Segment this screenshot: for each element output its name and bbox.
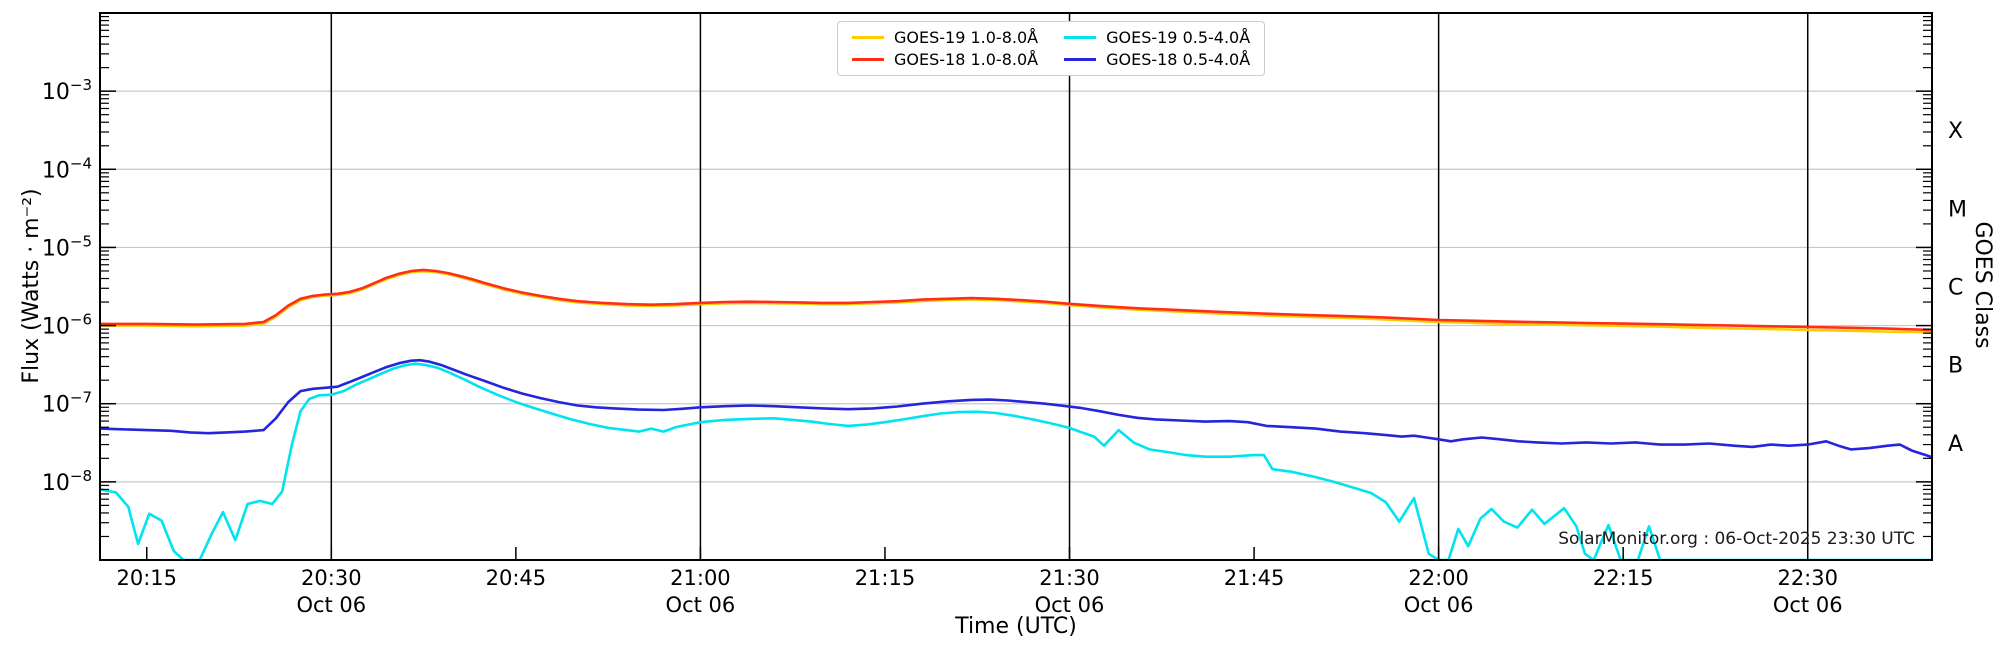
svg-text:21:15: 21:15 bbox=[855, 566, 916, 590]
y-axis-label-goes-class: GOES Class bbox=[1970, 221, 1995, 349]
legend-swatch-goes19-long bbox=[852, 36, 884, 39]
svg-text:Oct 06: Oct 06 bbox=[1773, 593, 1843, 617]
svg-text:B: B bbox=[1948, 354, 1963, 379]
axis-ticks bbox=[100, 12, 1932, 561]
svg-text:20:15: 20:15 bbox=[116, 566, 177, 590]
legend-swatch-goes18-long bbox=[852, 58, 884, 61]
svg-text:10−6: 10−6 bbox=[42, 311, 92, 340]
svg-text:21:45: 21:45 bbox=[1224, 566, 1285, 590]
svg-text:10−4: 10−4 bbox=[42, 154, 92, 183]
svg-text:21:00: 21:00 bbox=[670, 566, 731, 590]
solarmonitor-credit: SolarMonitor.org : 06-Oct-2025 23:30 UTC bbox=[1558, 529, 1915, 549]
legend-label: GOES-18 0.5-4.0Å bbox=[1106, 50, 1251, 69]
svg-text:A: A bbox=[1948, 432, 1963, 457]
svg-text:X: X bbox=[1948, 119, 1963, 144]
legend-label: GOES-19 1.0-8.0Å bbox=[894, 28, 1039, 47]
svg-text:21:30: 21:30 bbox=[1039, 566, 1100, 590]
x-axis-label-time: Time (UTC) bbox=[955, 614, 1077, 639]
y-axis-label-flux: Flux (Watts · m⁻²) bbox=[19, 188, 44, 384]
svg-text:M: M bbox=[1948, 197, 1967, 222]
legend-item-goes19-short: GOES-19 0.5-4.0Å bbox=[1064, 28, 1250, 47]
x-axis-tick-labels: 20:15 20:30 Oct 06 20:45 21:00 Oct 06 21:15 21:… bbox=[116, 566, 1842, 617]
legend-item-goes18-long: GOES-18 1.0-8.0Å bbox=[852, 50, 1038, 69]
svg-text:10−5: 10−5 bbox=[42, 232, 92, 261]
decade-gridlines bbox=[100, 90, 1932, 483]
legend: GOES-19 1.0-8.0Å GOES-18 1.0-8.0Å GOES-1… bbox=[837, 21, 1266, 76]
svg-text:22:00: 22:00 bbox=[1408, 566, 1469, 590]
svg-text:20:30: 20:30 bbox=[301, 566, 362, 590]
svg-text:Oct 06: Oct 06 bbox=[1035, 593, 1105, 617]
svg-text:C: C bbox=[1948, 276, 1963, 301]
y-axis-tick-labels: 10−3 10−4 10−5 10−6 10−7 10−8 bbox=[42, 76, 92, 496]
time-gridlines bbox=[330, 13, 1809, 560]
plot-border bbox=[99, 12, 1933, 561]
legend-label: GOES-19 0.5-4.0Å bbox=[1106, 28, 1251, 47]
svg-text:10−7: 10−7 bbox=[42, 389, 92, 418]
legend-item-goes19-long: GOES-19 1.0-8.0Å bbox=[852, 28, 1038, 47]
goes-class-letters: X M C B A bbox=[1948, 119, 1967, 457]
svg-text:10−8: 10−8 bbox=[42, 467, 92, 496]
svg-text:22:30: 22:30 bbox=[1777, 566, 1838, 590]
legend-swatch-goes19-short bbox=[1064, 36, 1097, 39]
svg-text:Oct 06: Oct 06 bbox=[1404, 593, 1474, 617]
legend-item-goes18-short: GOES-18 0.5-4.0Å bbox=[1064, 50, 1250, 69]
svg-text:Oct 06: Oct 06 bbox=[666, 593, 736, 617]
svg-text:20:45: 20:45 bbox=[486, 566, 547, 590]
legend-label: GOES-18 1.0-8.0Å bbox=[894, 50, 1039, 69]
svg-text:10−3: 10−3 bbox=[42, 76, 92, 105]
flux-series-lines bbox=[100, 268, 1932, 560]
legend-swatch-goes18-short bbox=[1064, 58, 1097, 61]
svg-text:22:15: 22:15 bbox=[1593, 566, 1654, 590]
svg-text:Oct 06: Oct 06 bbox=[296, 593, 366, 617]
